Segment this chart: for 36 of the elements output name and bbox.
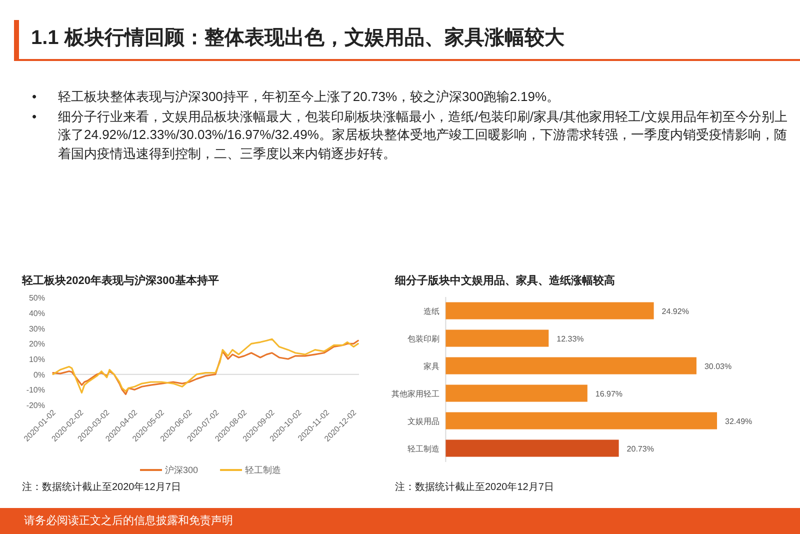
bar — [446, 412, 718, 430]
data-label: 12.33% — [556, 334, 584, 344]
y-tick-label: 其他家用轻工 — [392, 389, 440, 398]
text: 注：数据统计截止至2020年12月7日 — [22, 481, 181, 493]
data-label: 32.49% — [725, 416, 752, 426]
y-tick-label: -10% — [26, 386, 45, 395]
text: 1.1 板块行情回顾：整体表现出色，文娱用品、家具涨幅较大 — [14, 20, 800, 61]
y-tick-label: 造纸 — [424, 306, 440, 316]
y-tick-label: 0% — [33, 370, 45, 380]
legend-label: 轻工制造 — [245, 465, 282, 475]
bar — [446, 357, 696, 374]
text: • 细分子行业来看，文娱用品板块涨幅最大，包装印刷板块涨幅最小，造纸/包装印刷/家具/其他家用轻工/文娱用品年初至今分别上涨了24.92%/12.33%/30.03%/16.97%/32.49%。家居板块整体受地产竣工回暖影响，下游需求转强，一季度内销受疫情影响，随着国内疫情迅速得到控制，二、三季度以来内销逐步好转。 — [32, 108, 789, 163]
legend-label: 沪深300 — [165, 465, 198, 475]
y-tick-label: -20% — [26, 401, 45, 410]
y-tick-label: 家具 — [424, 362, 440, 371]
bar — [446, 330, 549, 347]
bar — [446, 384, 588, 402]
y-tick-label: 20% — [28, 340, 45, 349]
chart-title: 轻工板块2020年表现与沪深300基本持平 — [21, 274, 219, 287]
y-tick-label: 40% — [28, 309, 45, 318]
y-tick-label: 文娱用品 — [408, 416, 440, 426]
bar — [446, 302, 654, 320]
y-tick-label: 10% — [28, 355, 45, 364]
text: 注：数据统计截止至2020年12月7日 — [395, 481, 554, 493]
y-tick-label: 50% — [28, 294, 45, 303]
data-label: 20.73% — [626, 444, 654, 454]
chart-title: 细分子版块中文娱用品、家具、造纸涨幅较高 — [394, 274, 615, 287]
text: • 轻工板块整体表现与沪深300持平，年初至今上涨了20.73%，较之沪深300跑输2.19%。 — [32, 88, 561, 106]
y-tick-label: 轻工制造 — [408, 444, 440, 454]
y-tick-label: 30% — [28, 324, 45, 334]
y-tick-label: 包装印刷 — [408, 334, 440, 344]
data-label: 24.92% — [662, 306, 689, 316]
data-label: 30.03% — [704, 362, 732, 371]
bar — [446, 440, 619, 457]
data-label: 16.97% — [595, 389, 623, 398]
text: 请务必阅读正文之后的信息披露和免责声明 — [0, 508, 800, 534]
